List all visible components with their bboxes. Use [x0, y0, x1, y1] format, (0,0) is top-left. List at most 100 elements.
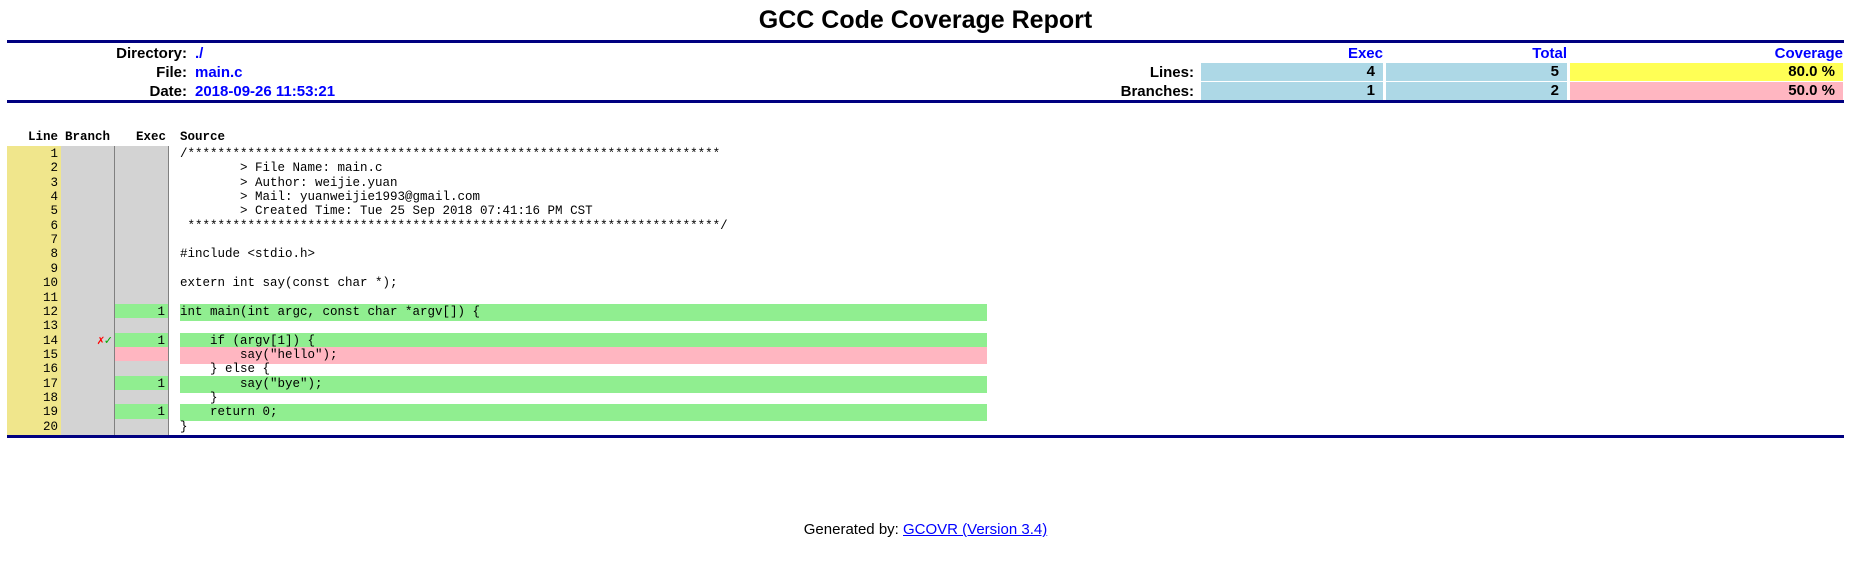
- line-number: 11: [7, 289, 61, 307]
- col-header-exec: Exec: [135, 130, 166, 144]
- line-number: 18: [7, 389, 61, 407]
- line-number: 1: [7, 146, 61, 163]
- line-number: 15: [7, 346, 61, 364]
- exec-count: [115, 418, 169, 436]
- gcovr-link[interactable]: GCOVR (Version 3.4): [903, 521, 1048, 538]
- line-number: 4: [7, 189, 61, 207]
- summary-col-total: Total: [1532, 45, 1567, 62]
- line-number: 5: [7, 203, 61, 221]
- exec-count: [115, 389, 169, 407]
- exec-count: 1: [115, 332, 169, 350]
- exec-count: [115, 318, 169, 336]
- top-divider: [7, 40, 1844, 43]
- line-number: 16: [7, 361, 61, 379]
- lines-label: Lines:: [1149, 64, 1194, 81]
- branches-coverage-cell: 50.0 %: [1570, 82, 1843, 100]
- exec-count: 1: [115, 303, 169, 321]
- line-number: 2: [7, 160, 61, 178]
- source-code: say("hello");: [180, 346, 987, 364]
- branch-indicator: [61, 275, 115, 293]
- branch-indicator: [61, 146, 115, 163]
- lines-coverage-cell: 80.0 %: [1570, 63, 1843, 81]
- branch-not-taken-icon: ✗: [96, 333, 105, 348]
- branches-label: Branches:: [1120, 83, 1194, 100]
- line-number: 13: [7, 318, 61, 336]
- exec-count: [115, 217, 169, 235]
- branch-indicator: [61, 203, 115, 221]
- branch-indicator: [61, 217, 115, 235]
- branch-indicator: [61, 318, 115, 336]
- directory-value: ./: [195, 45, 204, 62]
- lines-total-cell: 5: [1386, 63, 1567, 81]
- footer: Generated by: GCOVR (Version 3.4): [0, 521, 1851, 538]
- branch-indicator: ✗✓: [61, 332, 115, 350]
- branch-indicator: [61, 361, 115, 379]
- file-value: main.c: [195, 64, 243, 81]
- exec-count: [115, 275, 169, 293]
- source-code: > Author: weijie.yuan: [180, 175, 398, 190]
- lines-exec-cell: 4: [1201, 63, 1383, 81]
- exec-count: [115, 174, 169, 192]
- exec-count: 1: [115, 375, 169, 393]
- branch-indicator: [61, 418, 115, 436]
- source-code: #include <stdio.h>: [180, 247, 316, 262]
- source-code: say("bye");: [180, 375, 987, 393]
- source-code: /***************************************…: [180, 147, 721, 161]
- col-header-branch: Branch: [65, 130, 111, 144]
- line-number: 7: [7, 232, 61, 250]
- line-number: 6: [7, 217, 61, 235]
- source-code: int main(int argc, const char *argv[]) {: [180, 303, 987, 321]
- branch-indicator: [61, 289, 115, 307]
- exec-count: [115, 160, 169, 178]
- footer-prefix: Generated by:: [803, 521, 903, 538]
- exec-count: [115, 189, 169, 207]
- exec-count: [115, 260, 169, 278]
- line-number: 20: [7, 418, 61, 436]
- col-header-source: Source: [180, 130, 226, 144]
- source-code: > File Name: main.c: [180, 161, 383, 176]
- line-number: 14: [7, 332, 61, 350]
- branch-indicator: [61, 160, 115, 178]
- source-code: if (argv[1]) {: [180, 332, 987, 350]
- branch-indicator: [61, 189, 115, 207]
- source-code: ****************************************…: [180, 218, 728, 233]
- source-code: extern int say(const char *);: [180, 276, 398, 291]
- source-code: } else {: [180, 362, 271, 377]
- line-number: 19: [7, 404, 61, 422]
- branch-indicator: [61, 260, 115, 278]
- exec-count: 1: [115, 404, 169, 422]
- exec-count: [115, 246, 169, 264]
- date-label: Date:: [149, 83, 187, 100]
- exec-count: [115, 203, 169, 221]
- summary-col-exec: Exec: [1347, 45, 1383, 62]
- middle-divider: [7, 100, 1844, 103]
- branches-total-cell: 2: [1386, 82, 1567, 100]
- exec-count: [115, 146, 169, 163]
- branch-indicator: [61, 303, 115, 321]
- branch-indicator: [61, 174, 115, 192]
- summary-col-coverage: Coverage: [1774, 45, 1843, 62]
- line-number: 9: [7, 260, 61, 278]
- source-code: > Mail: yuanweijie1993@gmail.com: [180, 190, 481, 205]
- exec-count: [115, 346, 169, 364]
- col-header-line: Line: [27, 130, 58, 144]
- line-number: 17: [7, 375, 61, 393]
- branch-indicator: [61, 246, 115, 264]
- source-code: return 0;: [180, 404, 987, 422]
- source-code: }: [180, 390, 218, 405]
- branch-indicator: [61, 389, 115, 407]
- line-number: 3: [7, 174, 61, 192]
- source-code: > Created Time: Tue 25 Sep 2018 07:41:16…: [180, 204, 593, 219]
- branches-exec-cell: 1: [1201, 82, 1383, 100]
- page-title: GCC Code Coverage Report: [758, 6, 1093, 34]
- branch-indicator: [61, 346, 115, 364]
- line-number: 10: [7, 275, 61, 293]
- directory-label: Directory:: [116, 45, 187, 62]
- branch-indicator: [61, 375, 115, 393]
- branch-taken-icon: ✓: [104, 333, 112, 348]
- exec-count: [115, 361, 169, 379]
- line-number: 8: [7, 246, 61, 264]
- source-code: }: [180, 419, 188, 434]
- line-number: 12: [7, 303, 61, 321]
- branch-indicator: [61, 404, 115, 422]
